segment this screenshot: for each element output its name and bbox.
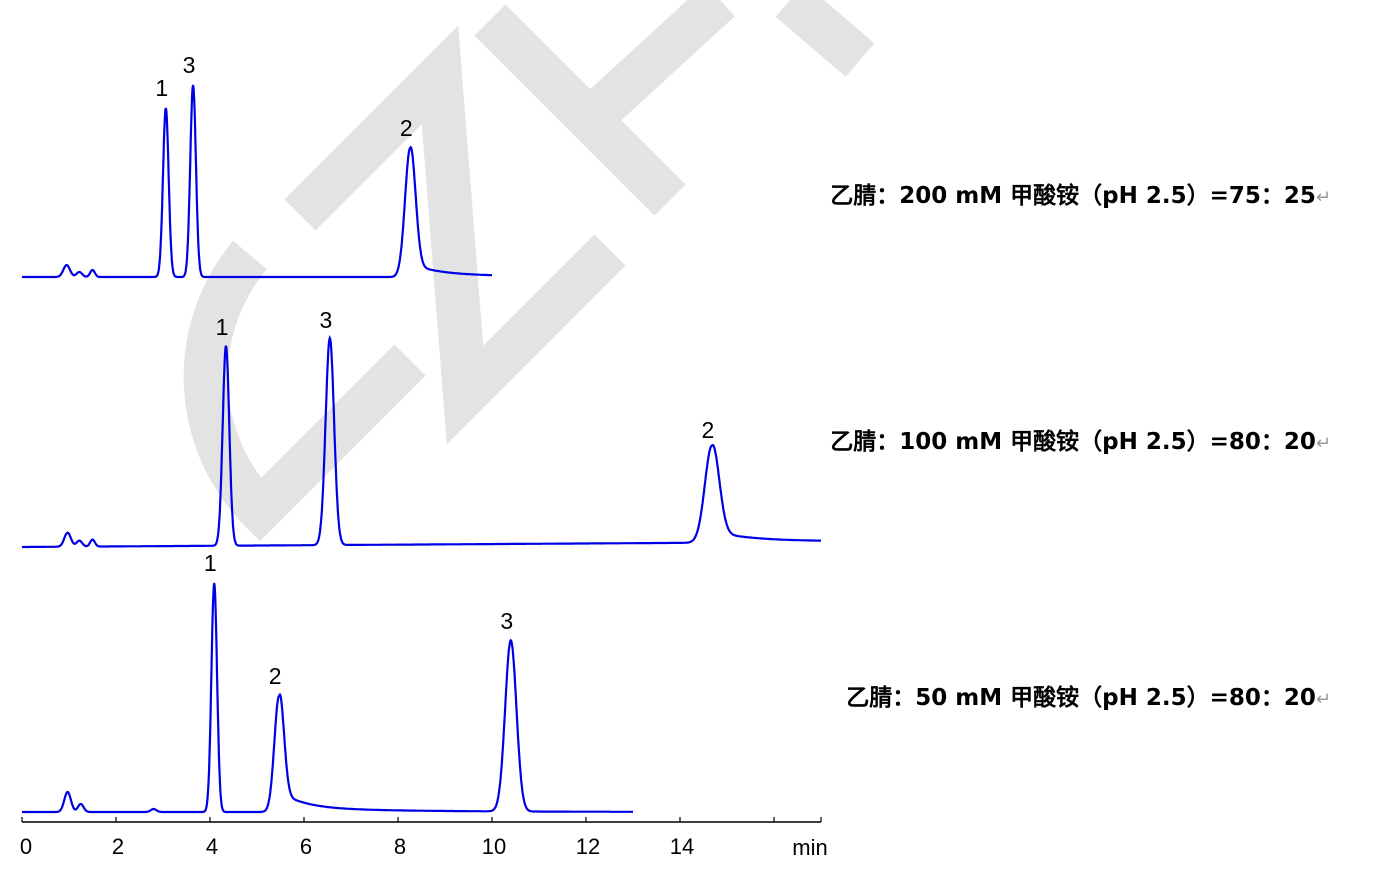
peak-label: 3 — [319, 307, 332, 333]
peak-label: 3 — [183, 52, 196, 78]
peak-label: 2 — [269, 663, 282, 689]
x-tick-label: 8 — [394, 834, 406, 859]
watermark-letter-z — [284, 25, 626, 445]
x-tick-label: 10 — [482, 834, 506, 859]
chromatogram-trace-2 — [22, 334, 821, 549]
x-axis-label: min — [792, 835, 827, 860]
condition-label-2: 乙腈：100 mM 甲酸铵（pH 2.5）=80：20↵ — [830, 429, 1331, 455]
watermark-letter-g — [183, 240, 426, 542]
x-tick-label: 12 — [576, 834, 600, 859]
peak-label: 2 — [702, 417, 715, 443]
x-tick-label: 2 — [112, 834, 124, 859]
chromatogram-trace-1 — [22, 84, 492, 279]
watermark-letter-f — [474, 0, 875, 216]
condition-label-1: 乙腈：200 mM 甲酸铵（pH 2.5）=75：25↵ — [830, 183, 1331, 209]
x-tick-label: 4 — [206, 834, 218, 859]
condition-label-3: 乙腈：50 mM 甲酸铵（pH 2.5）=80：20↵ — [846, 685, 1331, 711]
peak-label: 1 — [216, 314, 229, 340]
x-tick-label: 6 — [300, 834, 312, 859]
peak-label: 2 — [400, 115, 413, 141]
x-tick-label: 0 — [20, 834, 32, 859]
chromatogram-trace-3 — [22, 582, 633, 814]
peak-label: 1 — [155, 75, 168, 101]
peak-label: 1 — [204, 550, 217, 576]
peak-label: 3 — [500, 608, 513, 634]
x-tick-label: 14 — [670, 834, 694, 859]
watermark — [183, 0, 875, 542]
